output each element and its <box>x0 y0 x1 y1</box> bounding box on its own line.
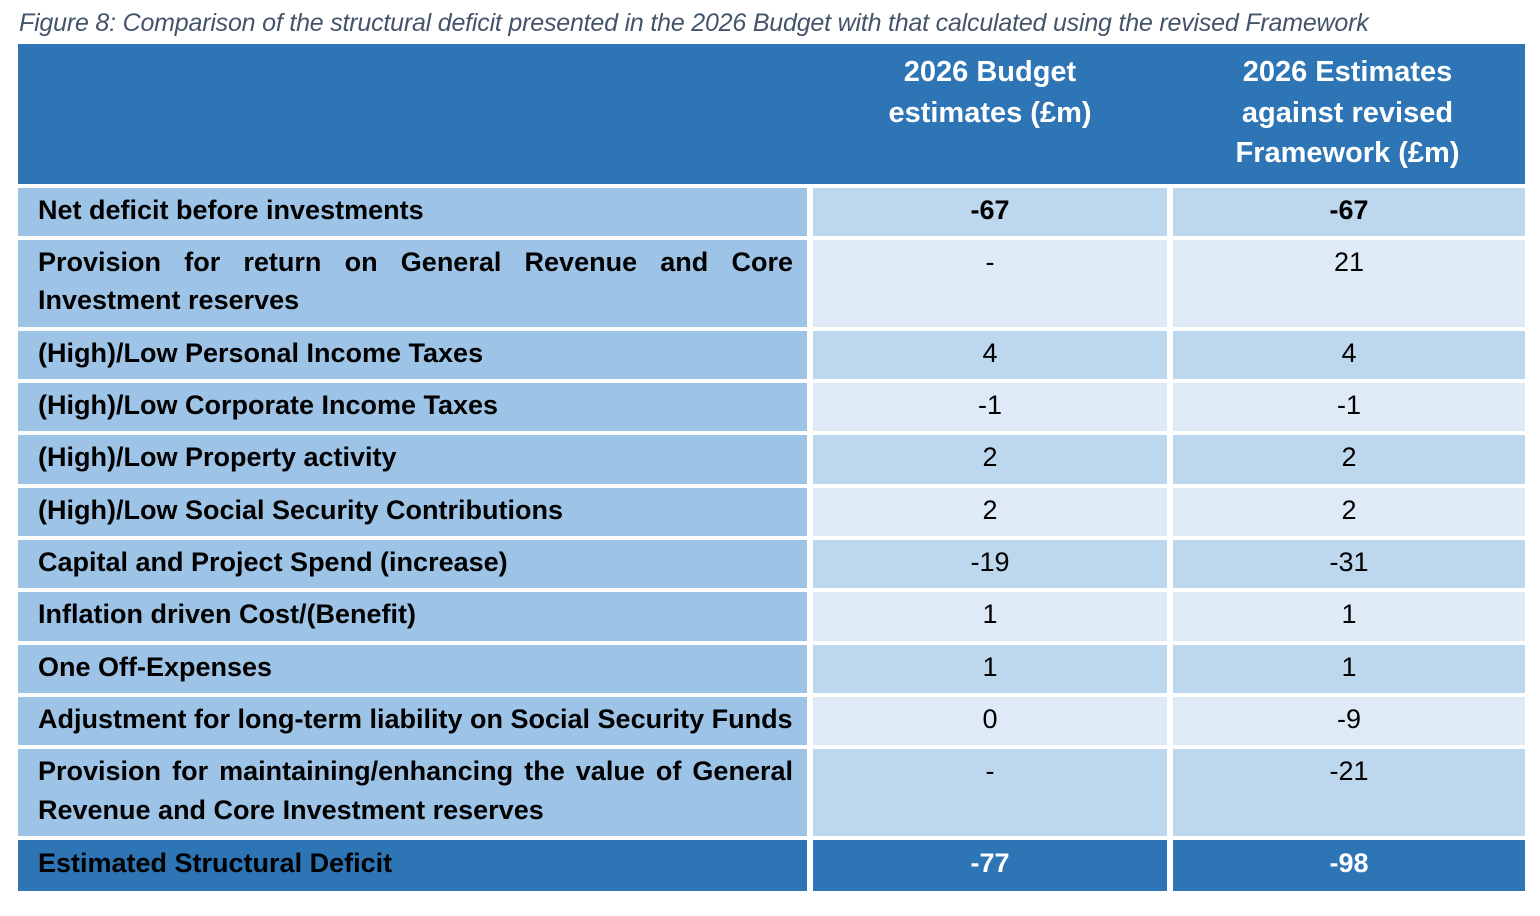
row-label-cell: (High)/Low Social Security Contributions <box>18 483 813 539</box>
row-budget-value-cell: 1 <box>810 640 1173 696</box>
footer-budget-value-cell: -77 <box>810 836 1173 892</box>
table-row: Capital and Project Spend (increase) -19… <box>18 536 1525 591</box>
row-budget-value-cell: 1 <box>810 588 1173 643</box>
row-budget-value-cell: -1 <box>810 379 1173 434</box>
figure-caption: Figure 8: Comparison of the structural d… <box>19 9 1369 37</box>
row-budget-value-cell: - <box>810 236 1173 329</box>
row-revised-value-cell: -31 <box>1170 536 1525 591</box>
table-footer-row: Estimated Structural Deficit -77 -98 <box>18 836 1525 892</box>
footer-label-cell: Estimated Structural Deficit <box>18 836 813 892</box>
row-label-cell: (High)/Low Property activity <box>18 431 813 486</box>
row-budget-value-cell: -19 <box>810 536 1173 591</box>
row-label-cell: Net deficit before investments <box>18 183 813 239</box>
row-label-cell: Adjustment for long-term liability on So… <box>18 693 813 748</box>
row-label-cell: One Off-Expenses <box>18 640 813 696</box>
header-cell-budget-estimates: 2026 Budget estimates (£m) <box>810 44 1170 186</box>
row-label-cell: (High)/Low Corporate Income Taxes <box>18 379 813 434</box>
row-revised-value-cell: 1 <box>1170 640 1525 696</box>
table-row: One Off-Expenses 1 1 <box>18 640 1525 696</box>
table-row: (High)/Low Social Security Contributions… <box>18 483 1525 539</box>
row-label-cell: Inflation driven Cost/(Benefit) <box>18 588 813 643</box>
row-revised-value-cell: 2 <box>1170 431 1525 486</box>
row-budget-value-cell: 2 <box>810 483 1173 539</box>
row-revised-value-cell: -9 <box>1170 693 1525 748</box>
row-revised-value-cell: 21 <box>1170 236 1525 329</box>
row-revised-value-cell: -67 <box>1170 183 1525 239</box>
row-revised-value-cell: -1 <box>1170 379 1525 434</box>
table-row: Adjustment for long-term liability on So… <box>18 693 1525 748</box>
row-budget-value-cell: 4 <box>810 326 1173 382</box>
table-header-row: 2026 Budget estimates (£m) 2026 Estimate… <box>18 44 1525 186</box>
header-cell-empty <box>18 44 810 186</box>
table-row: Provision for maintaining/enhancing the … <box>18 745 1525 839</box>
row-budget-value-cell: - <box>810 745 1173 839</box>
footer-revised-value-cell: -98 <box>1170 836 1525 892</box>
table-row: Provision for return on General Revenue … <box>18 236 1525 329</box>
deficit-comparison-table: 2026 Budget estimates (£m) 2026 Estimate… <box>18 44 1525 892</box>
table-body: Net deficit before investments -67 -67 P… <box>18 183 1525 839</box>
row-revised-value-cell: 2 <box>1170 483 1525 539</box>
table-row: Net deficit before investments -67 -67 <box>18 183 1525 239</box>
table-row: Inflation driven Cost/(Benefit) 1 1 <box>18 588 1525 643</box>
row-label-cell: (High)/Low Personal Income Taxes <box>18 326 813 382</box>
row-label-cell: Capital and Project Spend (increase) <box>18 536 813 591</box>
row-budget-value-cell: 2 <box>810 431 1173 486</box>
row-budget-value-cell: -67 <box>810 183 1173 239</box>
table-row: (High)/Low Property activity 2 2 <box>18 431 1525 486</box>
row-revised-value-cell: 1 <box>1170 588 1525 643</box>
row-revised-value-cell: 4 <box>1170 326 1525 382</box>
header-cell-revised-framework: 2026 Estimates against revised Framework… <box>1170 44 1525 186</box>
row-label-cell: Provision for return on General Revenue … <box>18 236 813 329</box>
row-budget-value-cell: 0 <box>810 693 1173 748</box>
table-row: (High)/Low Personal Income Taxes 4 4 <box>18 326 1525 382</box>
row-revised-value-cell: -21 <box>1170 745 1525 839</box>
table-row: (High)/Low Corporate Income Taxes -1 -1 <box>18 379 1525 434</box>
row-label-cell: Provision for maintaining/enhancing the … <box>18 745 813 839</box>
